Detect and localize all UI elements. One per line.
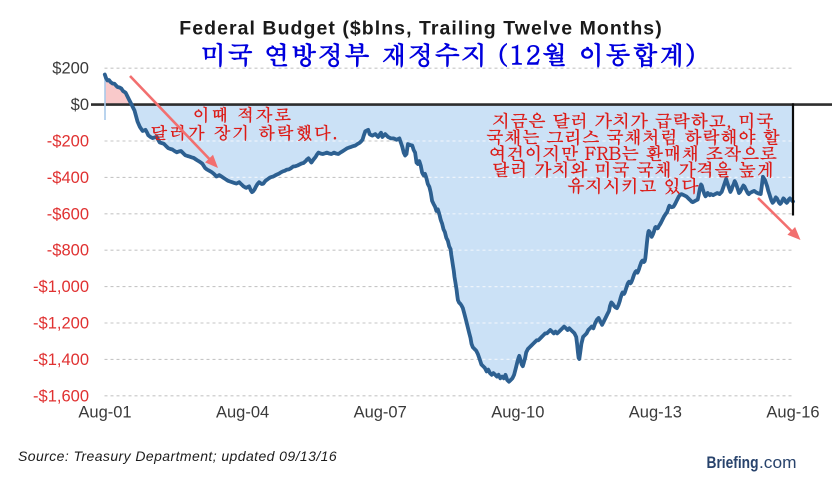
svg-text:-$400: -$400 [47,169,89,187]
svg-text:-$1,000: -$1,000 [33,278,89,296]
svg-text:Aug-16: Aug-16 [766,404,819,422]
svg-text:-$1,200: -$1,200 [33,315,89,333]
svg-text:-$800: -$800 [47,242,89,260]
svg-text:Aug-10: Aug-10 [491,404,544,422]
svg-text:.com: .com [759,454,797,472]
svg-text:Aug-04: Aug-04 [216,404,269,422]
svg-text:-$200: -$200 [47,133,89,151]
svg-text:Briefing: Briefing [707,454,759,472]
svg-text:Federal Budget ($blns, Trailin: Federal Budget ($blns, Trailing Twelve M… [179,17,663,39]
svg-text:$200: $200 [52,60,89,78]
svg-text:Aug-01: Aug-01 [78,404,131,422]
svg-text:$0: $0 [71,96,89,114]
svg-text:Source: Treasury Department; u: Source: Treasury Department; updated 09/… [18,448,337,464]
svg-text:-$1,400: -$1,400 [33,351,89,369]
svg-text:-$600: -$600 [47,205,89,223]
svg-text:Aug-13: Aug-13 [629,404,682,422]
svg-text:-$1,600: -$1,600 [33,387,89,405]
svg-text:Aug-07: Aug-07 [354,404,407,422]
